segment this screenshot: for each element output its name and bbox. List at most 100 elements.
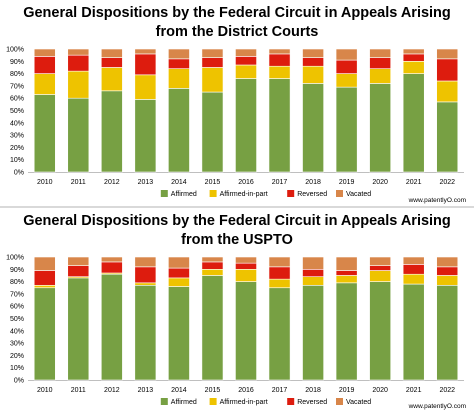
chart-title: General Dispositions by the Federal Circ… [0,4,474,42]
bar-segment-affirmed-in-part-2016 [235,64,257,79]
bar-segment-affirmed-2012 [100,273,123,381]
x-tick-label: 2018 [305,179,321,186]
bar-segment-vacated-2018 [302,48,324,58]
bar-segment-reversed-2020 [369,265,392,271]
y-tick-label: 80% [10,279,24,286]
y-tick-label: 70% [10,83,24,90]
bar-segment-vacated-2019 [335,48,358,61]
x-tick-label: 2013 [138,179,154,186]
bar-segment-affirmed-in-part-2022 [436,80,459,103]
bar-segment-reversed-2016 [235,56,257,66]
chart-title-line-1: General Dispositions by the Federal Circ… [23,213,451,229]
bar-segment-vacated-2021 [402,256,425,265]
bar-segment-reversed-2022 [436,266,459,276]
chart-title-line-2: from the USPTO [181,232,293,248]
bar-segment-affirmed-2022 [436,284,459,381]
x-tick-label: 2016 [238,387,254,394]
bar-segment-affirmed-in-part-2010 [33,73,56,95]
bar-segment-reversed-2019 [335,270,358,276]
bar-segment-affirmed-2019 [335,282,358,381]
x-tick-label: 2015 [205,387,221,394]
bar-segment-vacated-2018 [302,256,324,270]
y-tick-label: 0% [14,378,24,385]
bar-segment-affirmed-in-part-2021 [402,60,425,74]
bar-segment-affirmed-in-part-2018 [302,276,324,286]
bar-segment-reversed-2011 [67,265,90,277]
bar-segment-reversed-2010 [33,56,56,74]
legend-swatch-affirmed [160,398,168,405]
bar-segment-affirmed-in-part-2014 [168,277,190,287]
legend-label-affirmed-in-part: Affirmed-in-part [220,191,268,198]
legend-swatch-reversed [287,398,295,405]
bar-segment-vacated-2011 [67,256,90,266]
bar-segment-affirmed-2016 [235,78,257,173]
bar-segment-reversed-2017 [268,266,291,280]
bar-segment-affirmed-2019 [335,86,358,173]
bar-segment-affirmed-in-part-2018 [302,65,324,84]
y-tick-label: 100% [6,255,24,262]
x-tick-label: 2015 [205,179,221,186]
bar-segment-vacated-2019 [335,256,358,271]
bar-segment-reversed-2021 [402,264,425,275]
bar-segment-vacated-2017 [268,256,291,268]
x-tick-label: 2010 [37,179,53,186]
y-tick-label: 70% [10,291,24,298]
x-tick-label: 2013 [138,387,154,394]
bar-segment-vacated-2020 [369,256,392,266]
bar-segment-vacated-2011 [67,48,90,56]
bar-segment-vacated-2012 [100,48,123,58]
bar-segment-reversed-2015 [201,57,224,68]
x-tick-label: 2021 [406,179,422,186]
y-tick-label: 60% [10,96,24,103]
bar-segment-affirmed-2010 [33,287,56,381]
bar-segment-reversed-2014 [168,58,190,69]
y-tick-label: 0% [14,170,24,177]
bar-segment-affirmed-in-part-2013 [134,282,157,286]
x-tick-label: 2011 [71,179,86,186]
credit-text: www.patentlyO.com [408,197,466,204]
bar-segment-affirmed-in-part-2010 [33,284,56,289]
x-tick-label: 2012 [104,179,120,186]
x-tick-label: 2020 [372,387,388,394]
y-tick-label: 10% [10,365,24,372]
x-tick-label: 2017 [272,179,288,186]
bar-segment-affirmed-2015 [201,91,224,173]
bar-segment-affirmed-in-part-2011 [67,70,90,99]
chart-panel-district-courts: General Dispositions by the Federal Circ… [0,4,474,204]
x-tick-label: 2014 [171,387,187,394]
bar-segment-affirmed-in-part-2017 [268,65,291,79]
divider [0,206,474,208]
x-tick-label: 2011 [71,387,86,394]
bar-segment-vacated-2015 [201,48,224,58]
bar-segment-affirmed-2017 [268,78,291,173]
y-tick-label: 50% [10,108,24,115]
y-tick-label: 50% [10,316,24,323]
x-tick-label: 2020 [372,179,388,186]
bar-segment-affirmed-in-part-2022 [436,275,459,286]
bar-segment-reversed-2015 [201,261,224,270]
bar-segment-vacated-2013 [134,48,157,55]
x-tick-label: 2017 [272,387,288,394]
x-tick-label: 2016 [238,179,254,186]
bar-segment-affirmed-2020 [369,83,392,173]
bar-segment-affirmed-2018 [302,284,324,381]
bar-segment-affirmed-in-part-2020 [369,68,392,84]
y-tick-label: 100% [6,47,24,54]
bar-segment-vacated-2010 [33,256,56,271]
y-tick-label: 40% [10,120,24,127]
bar-segment-affirmed-in-part-2016 [235,268,257,282]
bar-segment-affirmed-in-part-2013 [134,74,157,100]
bar-segment-affirmed-in-part-2014 [168,68,190,89]
chart-title: General Dispositions by the Federal Circ… [0,212,474,250]
bar-segment-affirmed-in-part-2017 [268,278,291,289]
bar-segment-affirmed-2011 [67,277,90,381]
bar-segment-vacated-2016 [235,48,257,57]
x-tick-label: 2022 [439,179,455,186]
bar-segment-reversed-2013 [134,53,157,76]
bar-segment-affirmed-2018 [302,83,324,173]
y-tick-label: 90% [10,267,24,274]
y-tick-label: 20% [10,353,24,360]
x-tick-label: 2014 [171,179,187,186]
stacked-bar-chart-uspto: 0% 10% 20% 30% 40% 50% 60% 70% 80% 90% 100% 2010 201… [6,255,464,406]
legend-swatch-reversed [287,190,295,197]
